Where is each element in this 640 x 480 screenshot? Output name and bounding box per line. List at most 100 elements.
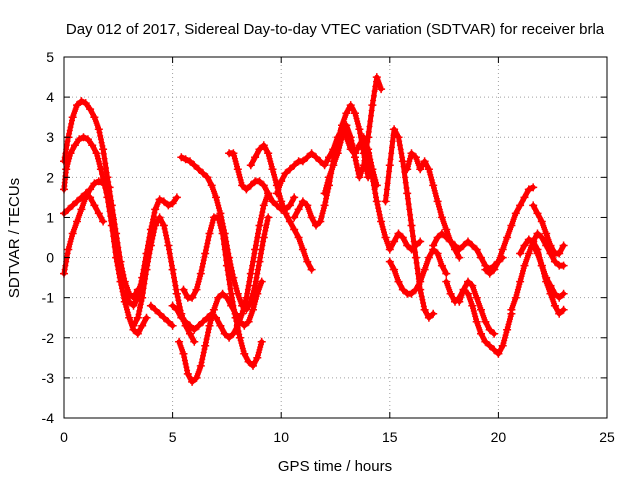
- data-point: [77, 205, 86, 214]
- data-point: [125, 313, 134, 322]
- data-point: [235, 333, 244, 342]
- data-point: [155, 213, 164, 222]
- data-point: [155, 309, 164, 318]
- y-tick-label: -2: [42, 330, 55, 346]
- x-tick-label: 0: [60, 429, 68, 445]
- data-point: [303, 201, 312, 210]
- data-point: [81, 189, 90, 198]
- data-point: [99, 217, 108, 226]
- data-point: [433, 233, 442, 242]
- data-point: [188, 293, 197, 302]
- data-point: [203, 313, 212, 322]
- data-point: [90, 201, 99, 210]
- data-point: [151, 221, 160, 230]
- data-point: [96, 165, 105, 174]
- data-point: [437, 229, 446, 238]
- data-point: [88, 141, 97, 150]
- y-tick-label: -4: [42, 410, 55, 426]
- data-point: [244, 317, 253, 326]
- data-point: [168, 265, 177, 274]
- data-point: [320, 161, 329, 170]
- data-point: [129, 321, 138, 330]
- data-point: [146, 301, 155, 310]
- data-point: [394, 277, 403, 286]
- data-point: [403, 189, 412, 198]
- data-point: [533, 209, 542, 218]
- data-point: [546, 241, 555, 250]
- data-point: [424, 253, 433, 262]
- data-point: [511, 293, 520, 302]
- data-point: [70, 141, 79, 150]
- data-point: [268, 197, 277, 206]
- data-point: [253, 353, 262, 362]
- data-point: [477, 305, 485, 314]
- data-point: [220, 329, 229, 338]
- data-point: [516, 277, 525, 286]
- data-point: [251, 281, 260, 290]
- data-point: [186, 157, 194, 166]
- data-point: [196, 269, 205, 278]
- data-point: [257, 277, 266, 286]
- data-point: [290, 225, 299, 234]
- data-point: [92, 149, 101, 158]
- data-point: [316, 157, 325, 166]
- data-point: [403, 241, 412, 250]
- data-point: [411, 153, 420, 162]
- data-point: [416, 165, 425, 174]
- data-point: [75, 135, 84, 144]
- data-point: [429, 241, 438, 250]
- data-point: [175, 337, 184, 346]
- data-point: [390, 265, 399, 274]
- data-point: [90, 113, 99, 122]
- series-track: [381, 125, 438, 322]
- data-point: [437, 261, 446, 270]
- data-point: [168, 301, 177, 310]
- data-point: [468, 281, 477, 290]
- y-tick-label: 0: [46, 250, 54, 266]
- data-point: [190, 337, 199, 346]
- data-point: [238, 309, 247, 318]
- data-point: [298, 197, 307, 206]
- grid: [64, 57, 607, 418]
- data-point: [346, 101, 355, 110]
- data-point: [390, 237, 399, 246]
- data-point: [437, 213, 446, 222]
- data-point: [168, 321, 177, 330]
- data-point: [442, 233, 451, 242]
- data-point: [194, 321, 203, 330]
- data-point: [464, 237, 472, 246]
- data-point: [68, 201, 77, 210]
- data-point: [242, 305, 251, 314]
- data-point: [524, 185, 533, 194]
- data-point: [285, 201, 294, 210]
- data-point: [112, 253, 121, 262]
- data-point: [246, 161, 255, 170]
- data-point: [99, 179, 108, 188]
- data-point: [172, 289, 181, 298]
- data-point: [218, 289, 227, 298]
- data-point: [244, 357, 253, 366]
- data-point: [420, 305, 429, 314]
- data-point: [225, 333, 234, 342]
- data-point: [246, 269, 255, 278]
- data-point: [429, 309, 438, 318]
- data-point: [381, 197, 390, 206]
- data-point: [251, 245, 260, 254]
- data-point: [259, 201, 268, 210]
- data-point: [179, 285, 188, 294]
- data-point: [242, 293, 251, 302]
- data-point: [411, 253, 420, 262]
- data-point: [255, 145, 264, 154]
- data-point: [364, 149, 373, 158]
- data-point: [377, 217, 386, 226]
- data-point: [542, 229, 551, 238]
- data-point: [240, 349, 249, 358]
- data-point: [559, 305, 568, 314]
- data-point: [186, 321, 194, 330]
- data-point: [172, 193, 181, 202]
- data-point: [259, 233, 268, 242]
- data-point: [351, 109, 359, 118]
- y-tick-label: 5: [46, 49, 54, 65]
- data-point: [151, 305, 160, 314]
- data-point: [192, 373, 201, 382]
